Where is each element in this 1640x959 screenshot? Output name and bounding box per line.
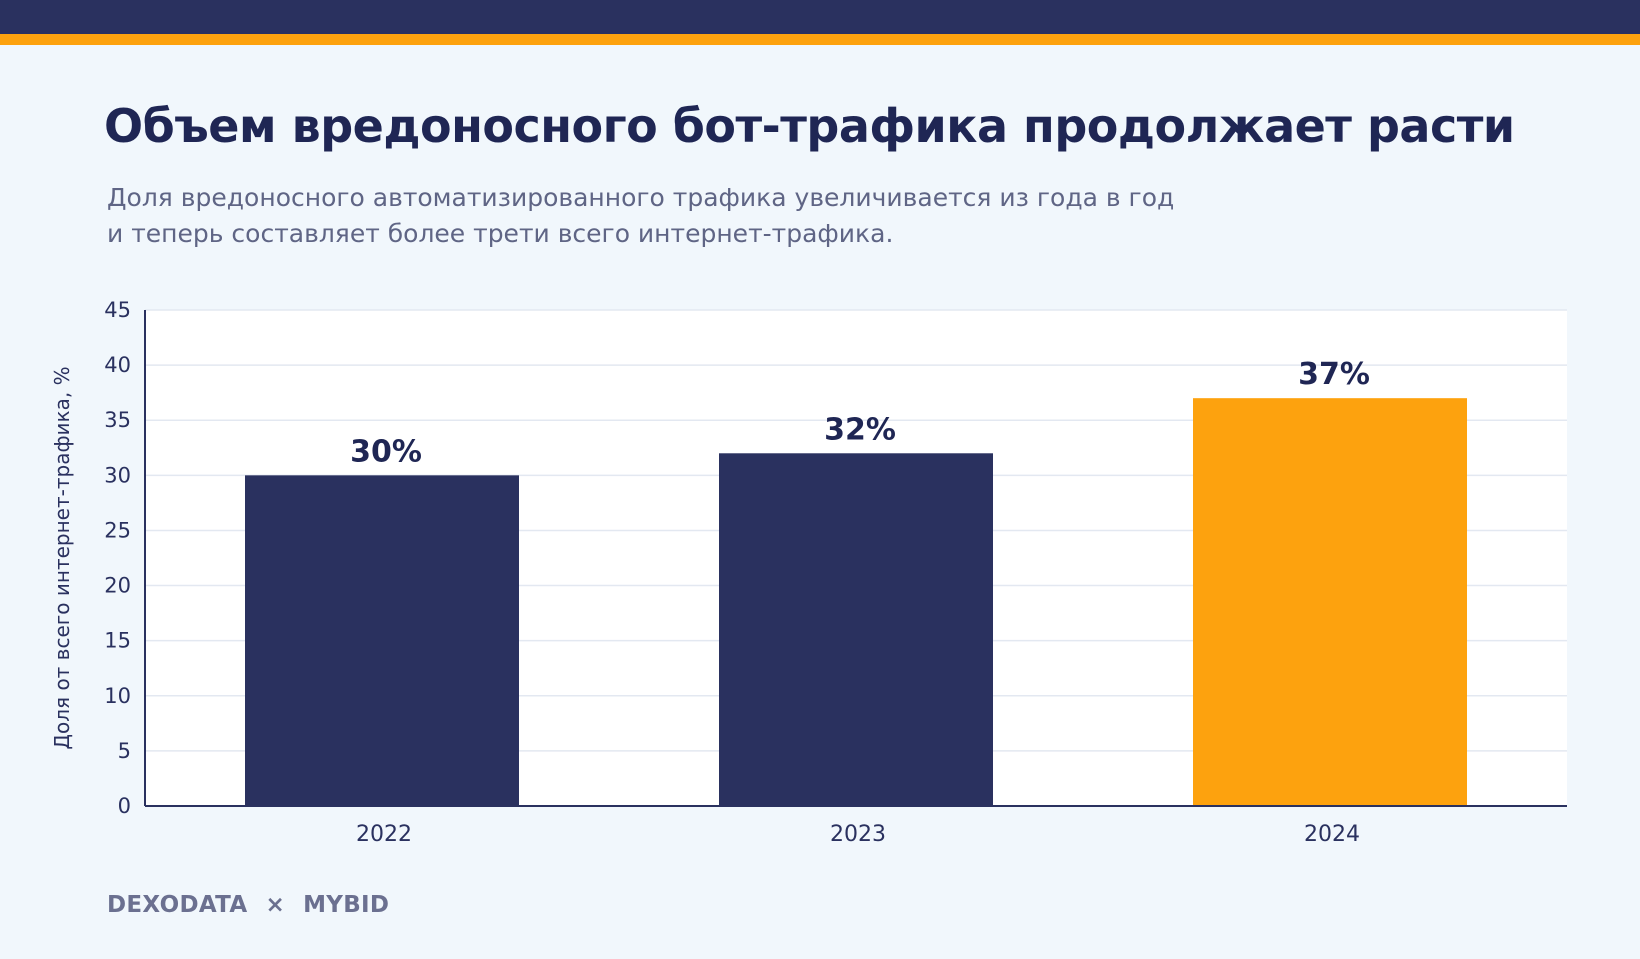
y-tick-label: 40 xyxy=(104,353,131,377)
y-tick-labels: 0 5 10 15 20 25 30 35 40 45 xyxy=(104,298,131,818)
y-tick-label: 15 xyxy=(104,629,131,653)
accent-stripe xyxy=(0,34,1640,45)
top-banner-bar xyxy=(0,0,1640,34)
y-tick-label: 20 xyxy=(104,574,131,598)
brand-mybid: MYBID xyxy=(303,892,390,918)
x-tick-label-2023: 2023 xyxy=(830,822,886,847)
subtitle-line-1: Доля вредоносного автоматизированного тр… xyxy=(107,183,1175,212)
x-tick-labels: 2022 2023 2024 xyxy=(356,822,1360,847)
footer-brand: DEXODATA × MYBID xyxy=(107,892,389,918)
y-tick-label: 25 xyxy=(104,518,131,542)
bar-value-label-2023: 32% xyxy=(824,412,896,447)
y-axis-label: Доля от всего интернет-трафика, % xyxy=(50,366,74,749)
bars xyxy=(245,398,1467,806)
y-tick-label: 45 xyxy=(104,298,131,322)
bar-2024 xyxy=(1193,398,1467,806)
bar-2023 xyxy=(719,453,993,806)
bar-value-label-2024: 37% xyxy=(1298,357,1370,392)
x-tick-label-2024: 2024 xyxy=(1304,822,1360,847)
x-tick-label-2022: 2022 xyxy=(356,822,412,847)
y-tick-label: 0 xyxy=(118,794,131,818)
brand-separator: × xyxy=(265,892,286,918)
brand-dexodata: DEXODATA xyxy=(107,892,248,918)
page-subtitle: Доля вредоносного автоматизированного тр… xyxy=(107,180,1407,252)
bar-2022 xyxy=(245,475,519,806)
y-tick-label: 30 xyxy=(104,463,131,487)
y-tick-label: 5 xyxy=(118,739,131,763)
page-title: Объем вредоносного бот-трафика продолжае… xyxy=(104,99,1515,153)
bar-value-label-2022: 30% xyxy=(350,434,422,469)
y-tick-label: 35 xyxy=(104,408,131,432)
bar-value-labels: 30% 32% 37% xyxy=(350,357,1370,469)
y-tick-label: 10 xyxy=(104,684,131,708)
subtitle-line-2: и теперь составляет более трети всего ин… xyxy=(107,219,894,248)
